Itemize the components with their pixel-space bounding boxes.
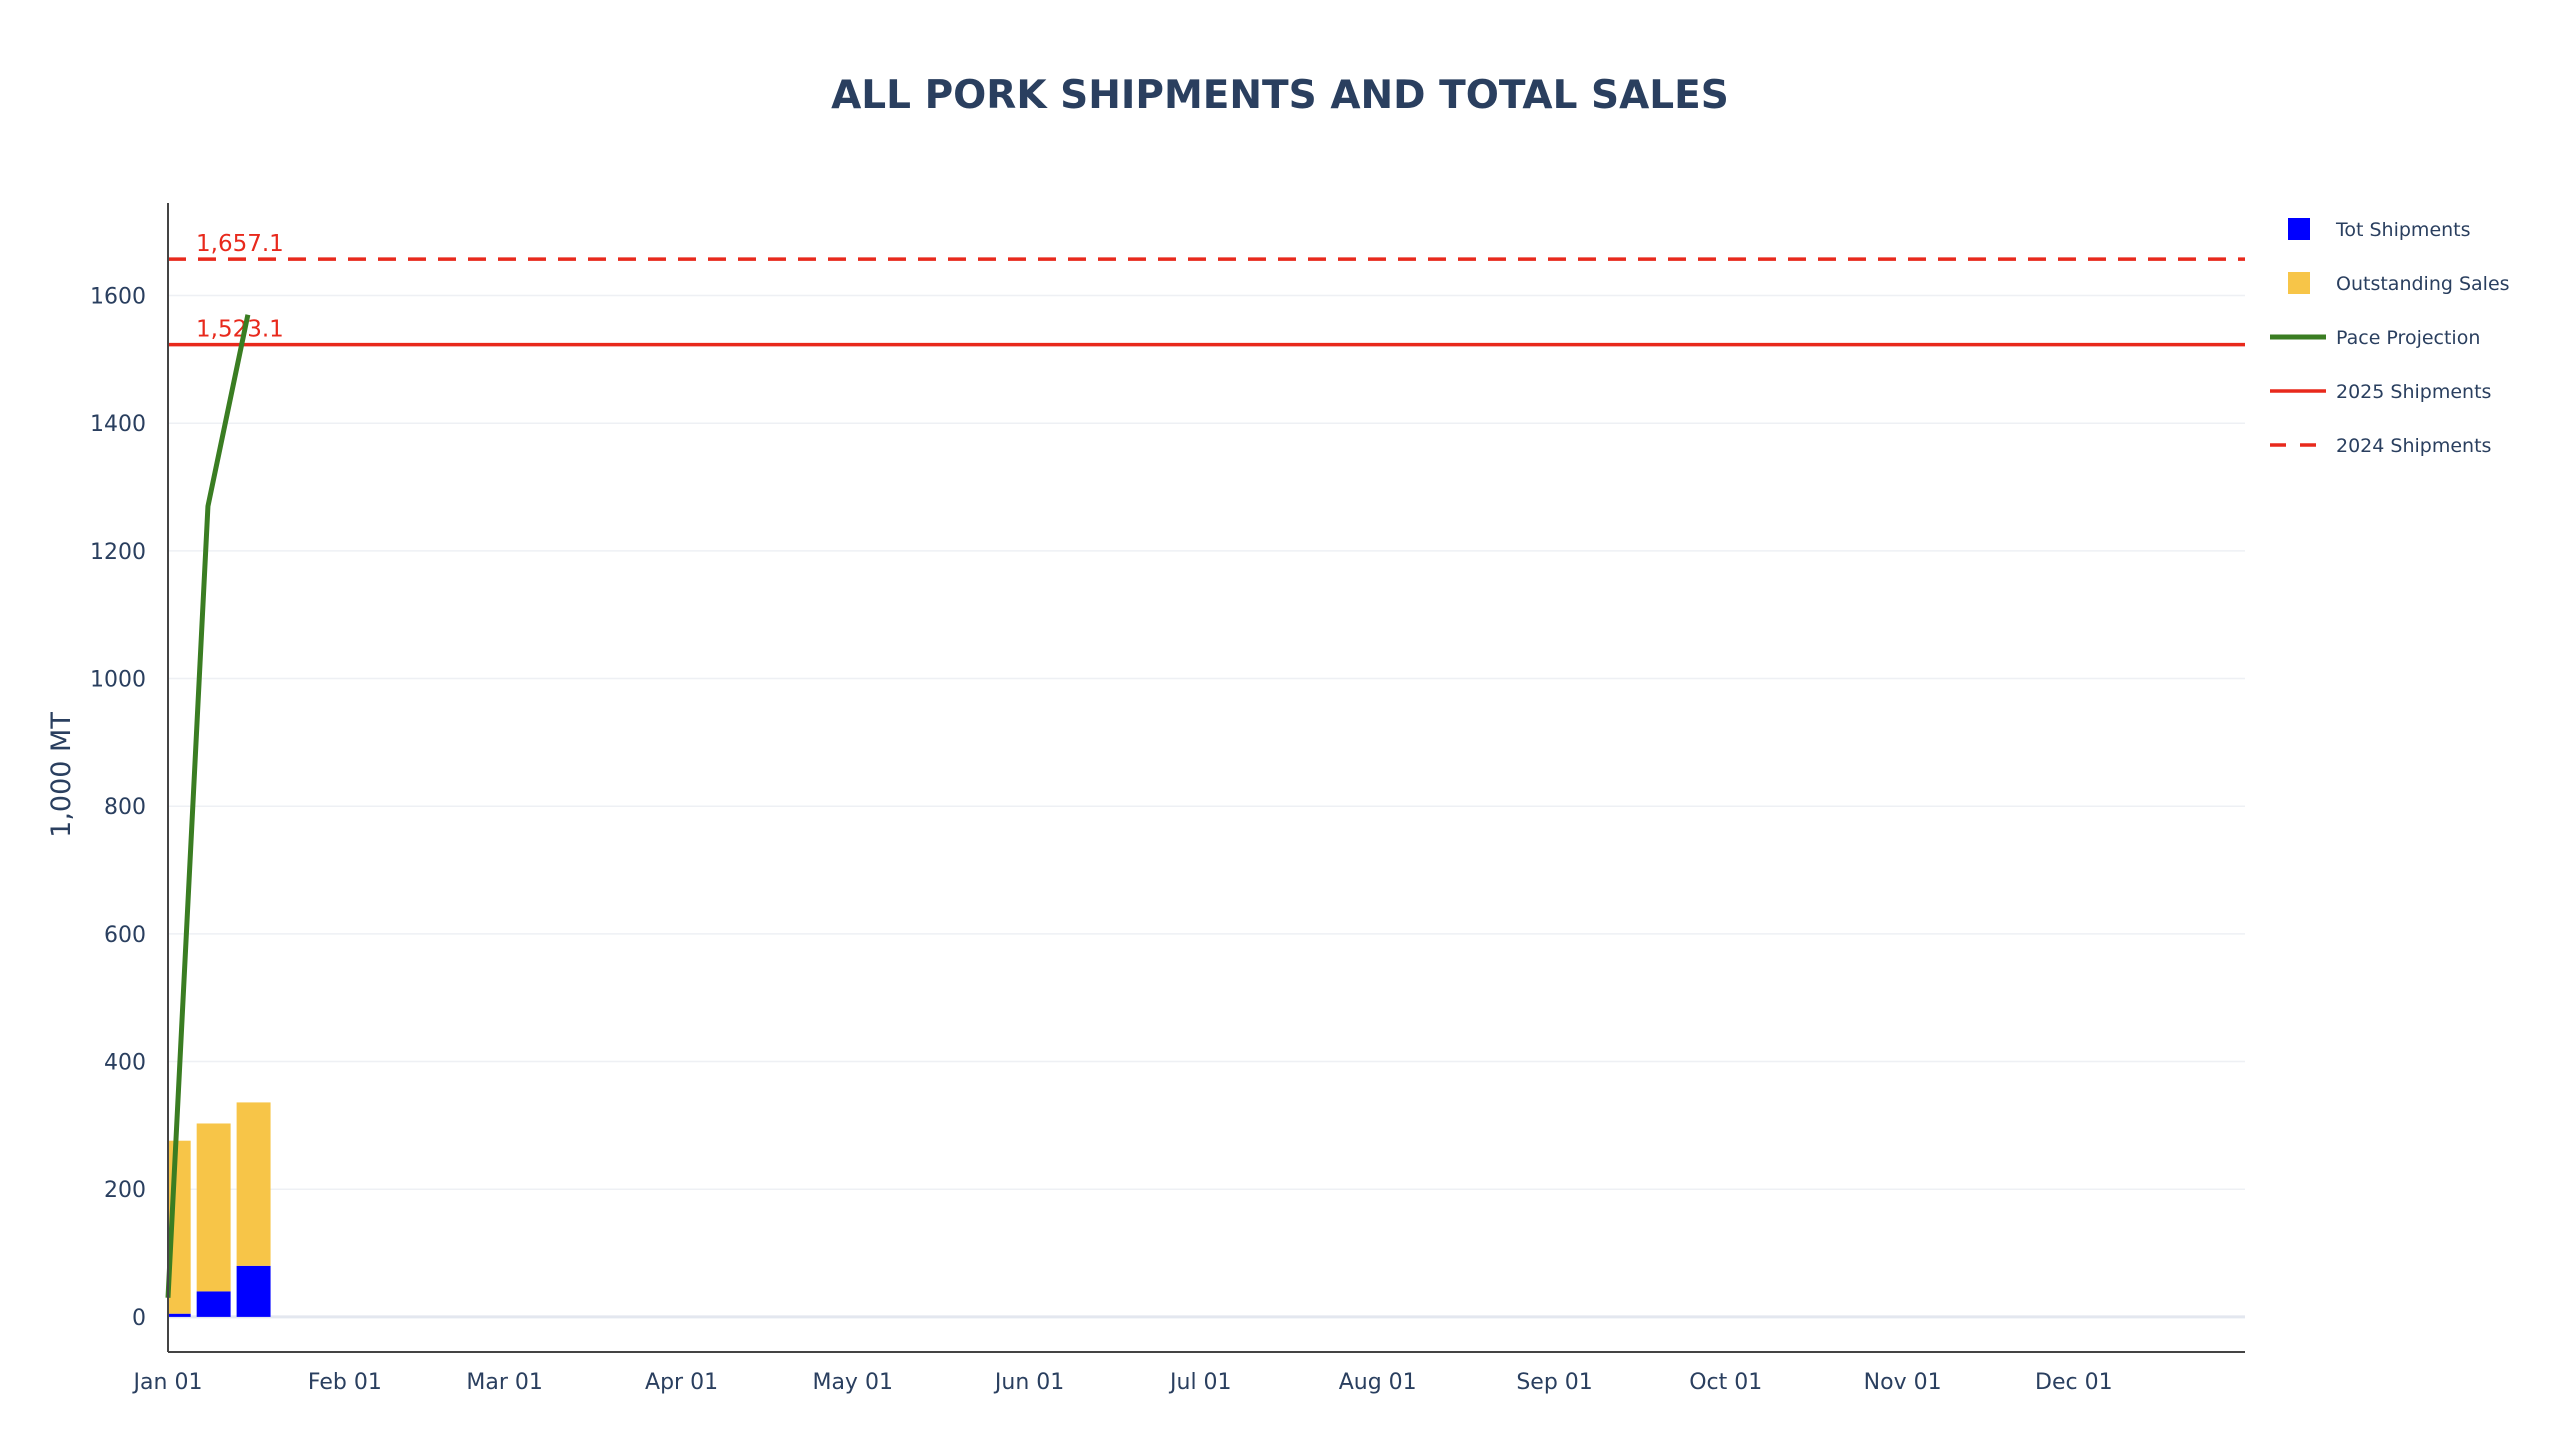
axes: 0 200 400 600 800 1000 1200 1400 1600 Jan 01 Feb 0… (90, 203, 2245, 1395)
chart-title: ALL PORK SHIPMENTS AND TOTAL SALES (831, 73, 1729, 118)
x-tick-label: Nov 01 (1864, 1370, 1942, 1395)
bars (168, 1102, 271, 1317)
x-tick-label: Sep 01 (1516, 1370, 1592, 1395)
y-axis-label: 1,000 MT (46, 712, 77, 838)
x-tick-label: Feb 01 (308, 1370, 382, 1395)
x-tick-label: Dec 01 (2035, 1370, 2113, 1395)
legend-item[interactable]: 2024 Shipments (2270, 435, 2491, 457)
x-tick-label: Aug 01 (1339, 1370, 1417, 1395)
y-tick-label: 600 (104, 923, 146, 948)
outstanding-sales-bar (236, 1102, 271, 1266)
x-tick-label: Mar 01 (466, 1370, 543, 1395)
tot-shipments-bar (196, 1291, 231, 1317)
legend-label: Outstanding Sales (2336, 273, 2510, 295)
legend-swatch (2288, 272, 2310, 294)
legend-swatch (2288, 218, 2310, 240)
x-tick-label: Jun 01 (993, 1370, 1064, 1395)
x-tick-label: Apr 01 (645, 1370, 718, 1395)
y-tick-label: 400 (104, 1051, 146, 1076)
legend-label: Pace Projection (2336, 327, 2480, 349)
legend-item[interactable]: Outstanding Sales (2288, 272, 2510, 295)
y-tick-label: 1200 (90, 540, 146, 565)
x-tick-label: Jan 01 (132, 1370, 203, 1395)
y-tick-label: 1400 (90, 412, 146, 437)
x-tick-label: May 01 (812, 1370, 892, 1395)
outstanding-sales-bar (196, 1123, 231, 1292)
y-tick-label: 800 (104, 795, 146, 820)
legend-item[interactable]: Pace Projection (2270, 327, 2480, 349)
legend-label: 2025 Shipments (2336, 381, 2491, 403)
tot-shipments-bar (236, 1265, 271, 1317)
legend-item[interactable]: 2025 Shipments (2270, 381, 2491, 403)
pace-projection-line (165, 314, 251, 1298)
legend[interactable]: Tot Shipments Outstanding Sales Pace Proje… (2270, 218, 2510, 457)
y-tick-label: 200 (104, 1178, 146, 1203)
y-tick-label: 1000 (90, 668, 146, 693)
hline-value-label: 1,523.1 (196, 317, 284, 343)
hline-value-label: 1,657.1 (196, 231, 284, 257)
y-tick-label: 1600 (90, 285, 146, 310)
tot-shipments-bar (168, 1313, 191, 1317)
reference-lines: 1,523.1 1,657.1 (165, 231, 2245, 1298)
x-tick-label: Jul 01 (1168, 1370, 1232, 1395)
legend-item[interactable]: Tot Shipments (2288, 218, 2471, 241)
legend-label: Tot Shipments (2335, 219, 2471, 241)
legend-label: 2024 Shipments (2336, 435, 2491, 457)
y-tick-label: 0 (132, 1306, 146, 1331)
grid-lines (168, 294, 2245, 1319)
x-tick-label: Oct 01 (1689, 1370, 1762, 1395)
